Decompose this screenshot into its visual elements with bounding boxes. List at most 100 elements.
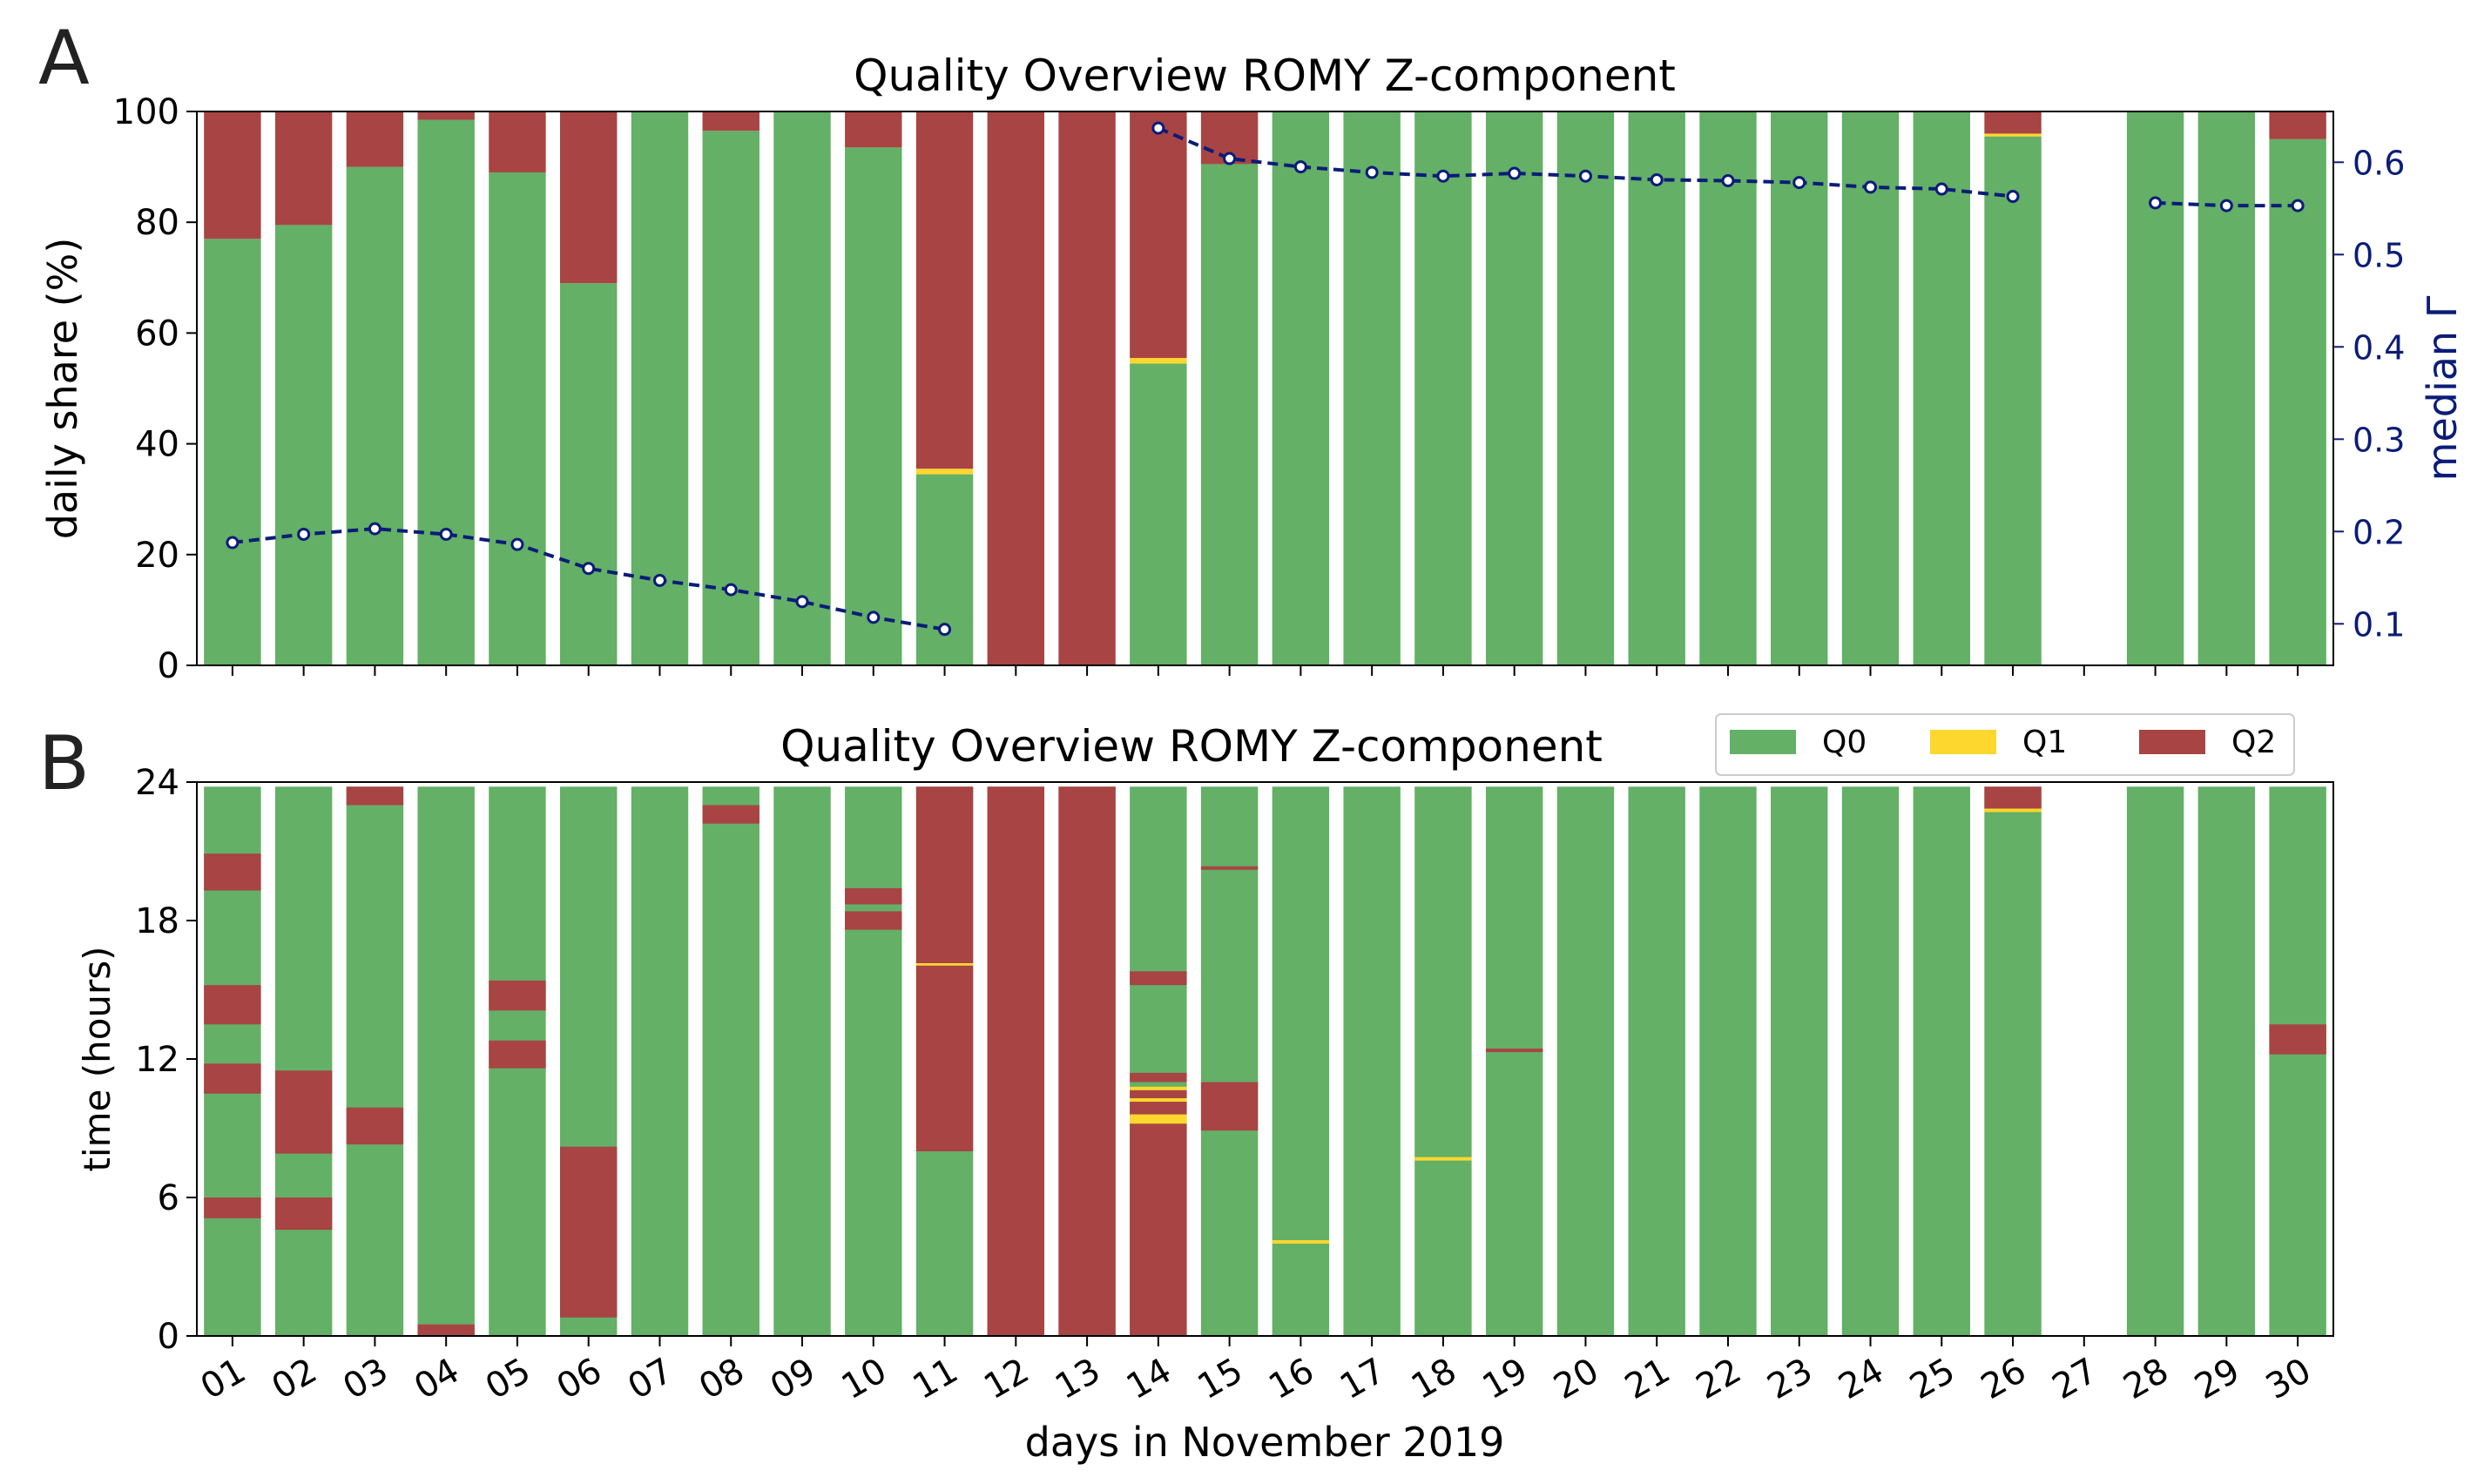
- y-tick-label-b-0: 0: [158, 1317, 179, 1357]
- bar-b-q0-day-22: [1699, 786, 1757, 1336]
- bar-a-q0-day-24: [1841, 111, 1900, 665]
- segment-b-q2-day-19-26: [1485, 1049, 1543, 1053]
- bar-a-q2-day-11: [915, 111, 974, 469]
- y-tick-label-b-12: 12: [135, 1040, 179, 1080]
- x-tick-label-09: 09: [764, 1351, 822, 1407]
- segment-b-q2-day-01-0: [204, 1197, 261, 1218]
- bar-b-q0-day-07: [631, 786, 689, 1336]
- bar-a-q0-day-10: [845, 147, 902, 666]
- bar-b-q0-day-19: [1485, 786, 1543, 1336]
- y2-tick-label-0.4: 0.4: [2353, 328, 2405, 367]
- bar-a-q0-day-02: [274, 225, 333, 665]
- median-point-day-16: [1293, 160, 1307, 174]
- median-point-day-17: [1365, 165, 1379, 179]
- x-tick-label-25: 25: [1903, 1351, 1961, 1407]
- segment-b-q2-day-05-9: [489, 1040, 546, 1069]
- bar-b-q0-day-04: [417, 786, 475, 1336]
- panel-a-y2-label: median Γ: [2419, 295, 2466, 481]
- bar-a-q2-day-30: [2269, 111, 2326, 139]
- plot-b-background: [197, 782, 2333, 1336]
- bar-a-q1-day-11: [915, 469, 974, 475]
- median-gamma-points: [226, 121, 2305, 637]
- x-tick-label-07: 07: [621, 1351, 679, 1407]
- median-point-day-05: [510, 537, 524, 551]
- bar-a-q0-day-03: [346, 166, 404, 666]
- bar-a-q0-day-11: [915, 474, 974, 665]
- x-tick-label-15: 15: [1191, 1351, 1250, 1407]
- x-tick-label-08: 08: [692, 1351, 751, 1407]
- bar-a-q0-day-04: [417, 119, 475, 666]
- bar-a-q0-day-20: [1556, 111, 1615, 665]
- bar-b-q0-day-10: [845, 786, 902, 1336]
- y-tick-label-a-100: 100: [113, 92, 179, 132]
- y-tick-label-b-6: 6: [158, 1178, 179, 1218]
- y-axis-b: 0 6 12 18 24: [135, 763, 197, 1357]
- segment-b-q2-day-03-7: [346, 786, 404, 806]
- x-tick-label-22: 22: [1690, 1351, 1748, 1407]
- x-tick-label-03: 03: [336, 1351, 395, 1407]
- segment-b-q2-day-01-3: [204, 853, 261, 891]
- panel-b-bars: [204, 786, 2326, 1336]
- x-tick-label-27: 27: [2046, 1351, 2104, 1407]
- bar-b-q0-day-15: [1200, 786, 1259, 1336]
- segment-b-q2-day-14-22: [1130, 1072, 1187, 1083]
- y2-axis-a: 0.1 0.2 0.3 0.4 0.5 0.6: [2333, 144, 2405, 644]
- segment-b-q1-day-16-4: [1272, 1240, 1330, 1244]
- y-tick-label-a-40: 40: [135, 425, 179, 465]
- bar-a-q2-day-12: [987, 111, 1045, 665]
- median-point-day-01: [226, 536, 240, 550]
- x-tick-label-20: 20: [1547, 1351, 1605, 1407]
- median-point-day-30: [2291, 199, 2305, 212]
- bar-a-q1-day-26: [1984, 133, 2042, 137]
- median-point-day-22: [1721, 174, 1735, 187]
- bar-a-q2-day-03: [346, 111, 404, 167]
- legend-swatch-q0: [1730, 730, 1796, 754]
- segment-b-q2-day-30-28: [2269, 1024, 2326, 1055]
- y-tick-label-b-24: 24: [135, 763, 179, 803]
- bar-b-q0-day-29: [2197, 786, 2256, 1336]
- y-tick-label-a-20: 20: [135, 536, 179, 576]
- plot-a-background: [197, 111, 2333, 665]
- median-point-day-26: [2006, 190, 2020, 204]
- x-tick-label-30: 30: [2259, 1351, 2318, 1407]
- bar-a-q2-day-05: [489, 111, 546, 172]
- bar-b-q0-day-21: [1628, 786, 1685, 1336]
- legend-label-q1: Q1: [2022, 725, 2067, 760]
- median-point-day-14: [1151, 121, 1165, 135]
- x-tick-label-21: 21: [1618, 1351, 1677, 1407]
- bar-a-q2-day-04: [417, 111, 475, 120]
- bar-b-q0-day-20: [1556, 786, 1615, 1336]
- bar-a-q0-day-06: [560, 283, 618, 665]
- bar-a-q0-day-01: [204, 239, 261, 665]
- x-tick-label-04: 04: [408, 1351, 466, 1407]
- y2-tick-label-0.6: 0.6: [2353, 144, 2405, 182]
- median-point-day-11: [938, 623, 952, 637]
- segment-b-q2-day-01-1: [204, 1063, 261, 1094]
- x-tick-label-02: 02: [266, 1351, 324, 1407]
- bar-a-q2-day-01: [204, 111, 261, 239]
- plot-a-frame: [196, 111, 2334, 666]
- bar-b-q0-day-23: [1771, 786, 1828, 1336]
- legend: Q0 Q1 Q2: [1715, 713, 2295, 776]
- bar-a-q0-day-23: [1771, 111, 1828, 665]
- segment-b-q2-day-01-2: [204, 985, 261, 1025]
- panel-a-y-label: daily share (%): [39, 238, 86, 540]
- segment-b-q2-day-12-17: [987, 786, 1045, 1336]
- median-point-day-06: [582, 562, 596, 576]
- legend-swatch-q1: [1930, 730, 1996, 754]
- x-tick-label-13: 13: [1049, 1351, 1107, 1407]
- median-point-day-20: [1578, 169, 1592, 183]
- bar-a-q2-day-26: [1984, 111, 2042, 134]
- median-point-day-03: [368, 522, 381, 536]
- segment-b-q2-day-04-8: [417, 1324, 475, 1336]
- segment-b-q2-day-14-23: [1130, 971, 1187, 986]
- segment-b-q2-day-03-6: [346, 1107, 404, 1145]
- bar-a-q0-day-14: [1130, 363, 1187, 665]
- segment-b-q1-day-14-2: [1130, 1098, 1187, 1103]
- x-tick-label-26: 26: [1975, 1351, 2033, 1407]
- bar-a-q0-day-15: [1200, 164, 1259, 666]
- y-axis-a: 0 20 40 60 80 100: [113, 92, 197, 686]
- median-point-day-07: [652, 573, 666, 587]
- bar-a-q1-day-14: [1130, 358, 1187, 364]
